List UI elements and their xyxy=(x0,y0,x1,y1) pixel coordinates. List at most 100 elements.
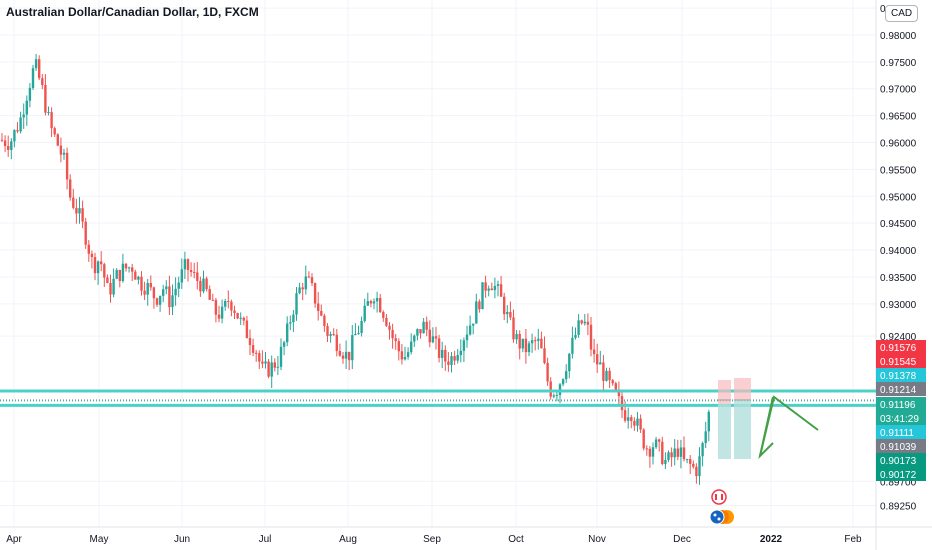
candle xyxy=(366,292,369,306)
candle xyxy=(180,258,183,289)
price-tick-label: 0.89700 xyxy=(880,477,917,488)
canada-flag-icon[interactable] xyxy=(711,489,727,505)
candle xyxy=(642,428,645,451)
candle xyxy=(205,276,208,292)
candle xyxy=(611,379,614,386)
candle xyxy=(561,378,565,387)
candle xyxy=(93,252,97,281)
candle xyxy=(90,250,94,269)
candle xyxy=(577,314,580,338)
candle xyxy=(152,286,156,309)
candlestick-series xyxy=(0,53,710,485)
candle xyxy=(81,200,84,229)
price-tick-label: 0.96000 xyxy=(880,139,917,150)
australia-flag-icon[interactable] xyxy=(709,509,734,525)
candle xyxy=(698,447,701,485)
candle xyxy=(214,297,218,323)
candle xyxy=(183,251,187,280)
candle xyxy=(87,240,90,262)
candle xyxy=(605,367,608,382)
price-tick-label: 0.98000 xyxy=(880,31,917,42)
candle xyxy=(168,275,171,315)
candle xyxy=(410,333,413,355)
candle xyxy=(22,103,25,129)
candle xyxy=(475,293,478,324)
projection-arrow-2[interactable] xyxy=(759,395,819,457)
candle xyxy=(372,298,376,310)
time-tick-label: Feb xyxy=(844,534,862,545)
time-tick-label: Apr xyxy=(6,534,22,545)
candle xyxy=(685,458,689,464)
candle xyxy=(524,328,528,364)
candle xyxy=(106,274,109,284)
candle xyxy=(558,383,562,404)
candle xyxy=(478,299,481,313)
candle xyxy=(645,445,648,456)
candle xyxy=(7,135,10,157)
currency-button[interactable]: CAD xyxy=(885,5,919,22)
candle xyxy=(512,309,515,343)
candle xyxy=(295,286,298,321)
candle xyxy=(602,354,605,393)
candle xyxy=(251,338,255,357)
price-badge-text: 0.91196 xyxy=(880,400,916,411)
candle xyxy=(363,298,366,323)
time-tick-label: May xyxy=(90,534,109,545)
candle xyxy=(332,328,335,336)
candle xyxy=(230,299,233,317)
candle xyxy=(289,315,292,331)
candle xyxy=(162,284,165,303)
candle xyxy=(267,358,270,379)
candle xyxy=(540,331,543,349)
candle xyxy=(397,338,400,361)
price-badge: 0.91576 xyxy=(876,340,926,354)
candle xyxy=(431,327,435,344)
candle xyxy=(72,188,75,210)
candle xyxy=(208,285,211,301)
candle xyxy=(369,299,373,308)
candle xyxy=(419,329,422,339)
candle xyxy=(174,277,177,306)
candle xyxy=(534,336,537,351)
candle xyxy=(177,276,180,298)
candle xyxy=(568,352,571,379)
candle xyxy=(453,350,456,366)
price-badge: 03:41:29 xyxy=(876,411,926,425)
candle xyxy=(518,330,521,360)
candle xyxy=(245,315,249,339)
candle xyxy=(416,328,419,341)
candle xyxy=(509,301,512,321)
candle xyxy=(313,282,317,308)
candle xyxy=(158,295,162,312)
candle xyxy=(47,106,50,116)
time-axis[interactable]: Apr May Jun Jul Aug Sep Oct Nov Dec 2022 Feb xyxy=(6,534,862,545)
candle xyxy=(481,282,484,310)
candle xyxy=(351,325,354,370)
long-position-box-2[interactable] xyxy=(734,378,751,459)
candle xyxy=(75,198,78,224)
candle xyxy=(118,269,121,288)
candle xyxy=(261,350,264,369)
candle xyxy=(65,147,69,190)
price-tick-label: 0.93500 xyxy=(880,273,917,284)
candle xyxy=(692,460,695,469)
candle xyxy=(459,339,462,363)
candle xyxy=(599,350,602,365)
candle xyxy=(608,367,611,389)
price-badge-text: 0.91214 xyxy=(880,385,917,396)
candle xyxy=(103,262,106,287)
candle xyxy=(115,268,118,280)
candle xyxy=(13,129,16,148)
price-badge-text: 0.91111 xyxy=(880,428,914,439)
price-badge: 0.91039 xyxy=(876,439,926,453)
candle xyxy=(50,107,53,138)
long-position-box-1[interactable] xyxy=(718,380,731,459)
candle xyxy=(186,258,190,282)
candle xyxy=(441,341,444,369)
candle xyxy=(661,436,664,466)
candle xyxy=(596,343,599,373)
time-tick-label: 2022 xyxy=(760,534,783,545)
candle xyxy=(121,253,125,283)
candle xyxy=(689,455,692,475)
